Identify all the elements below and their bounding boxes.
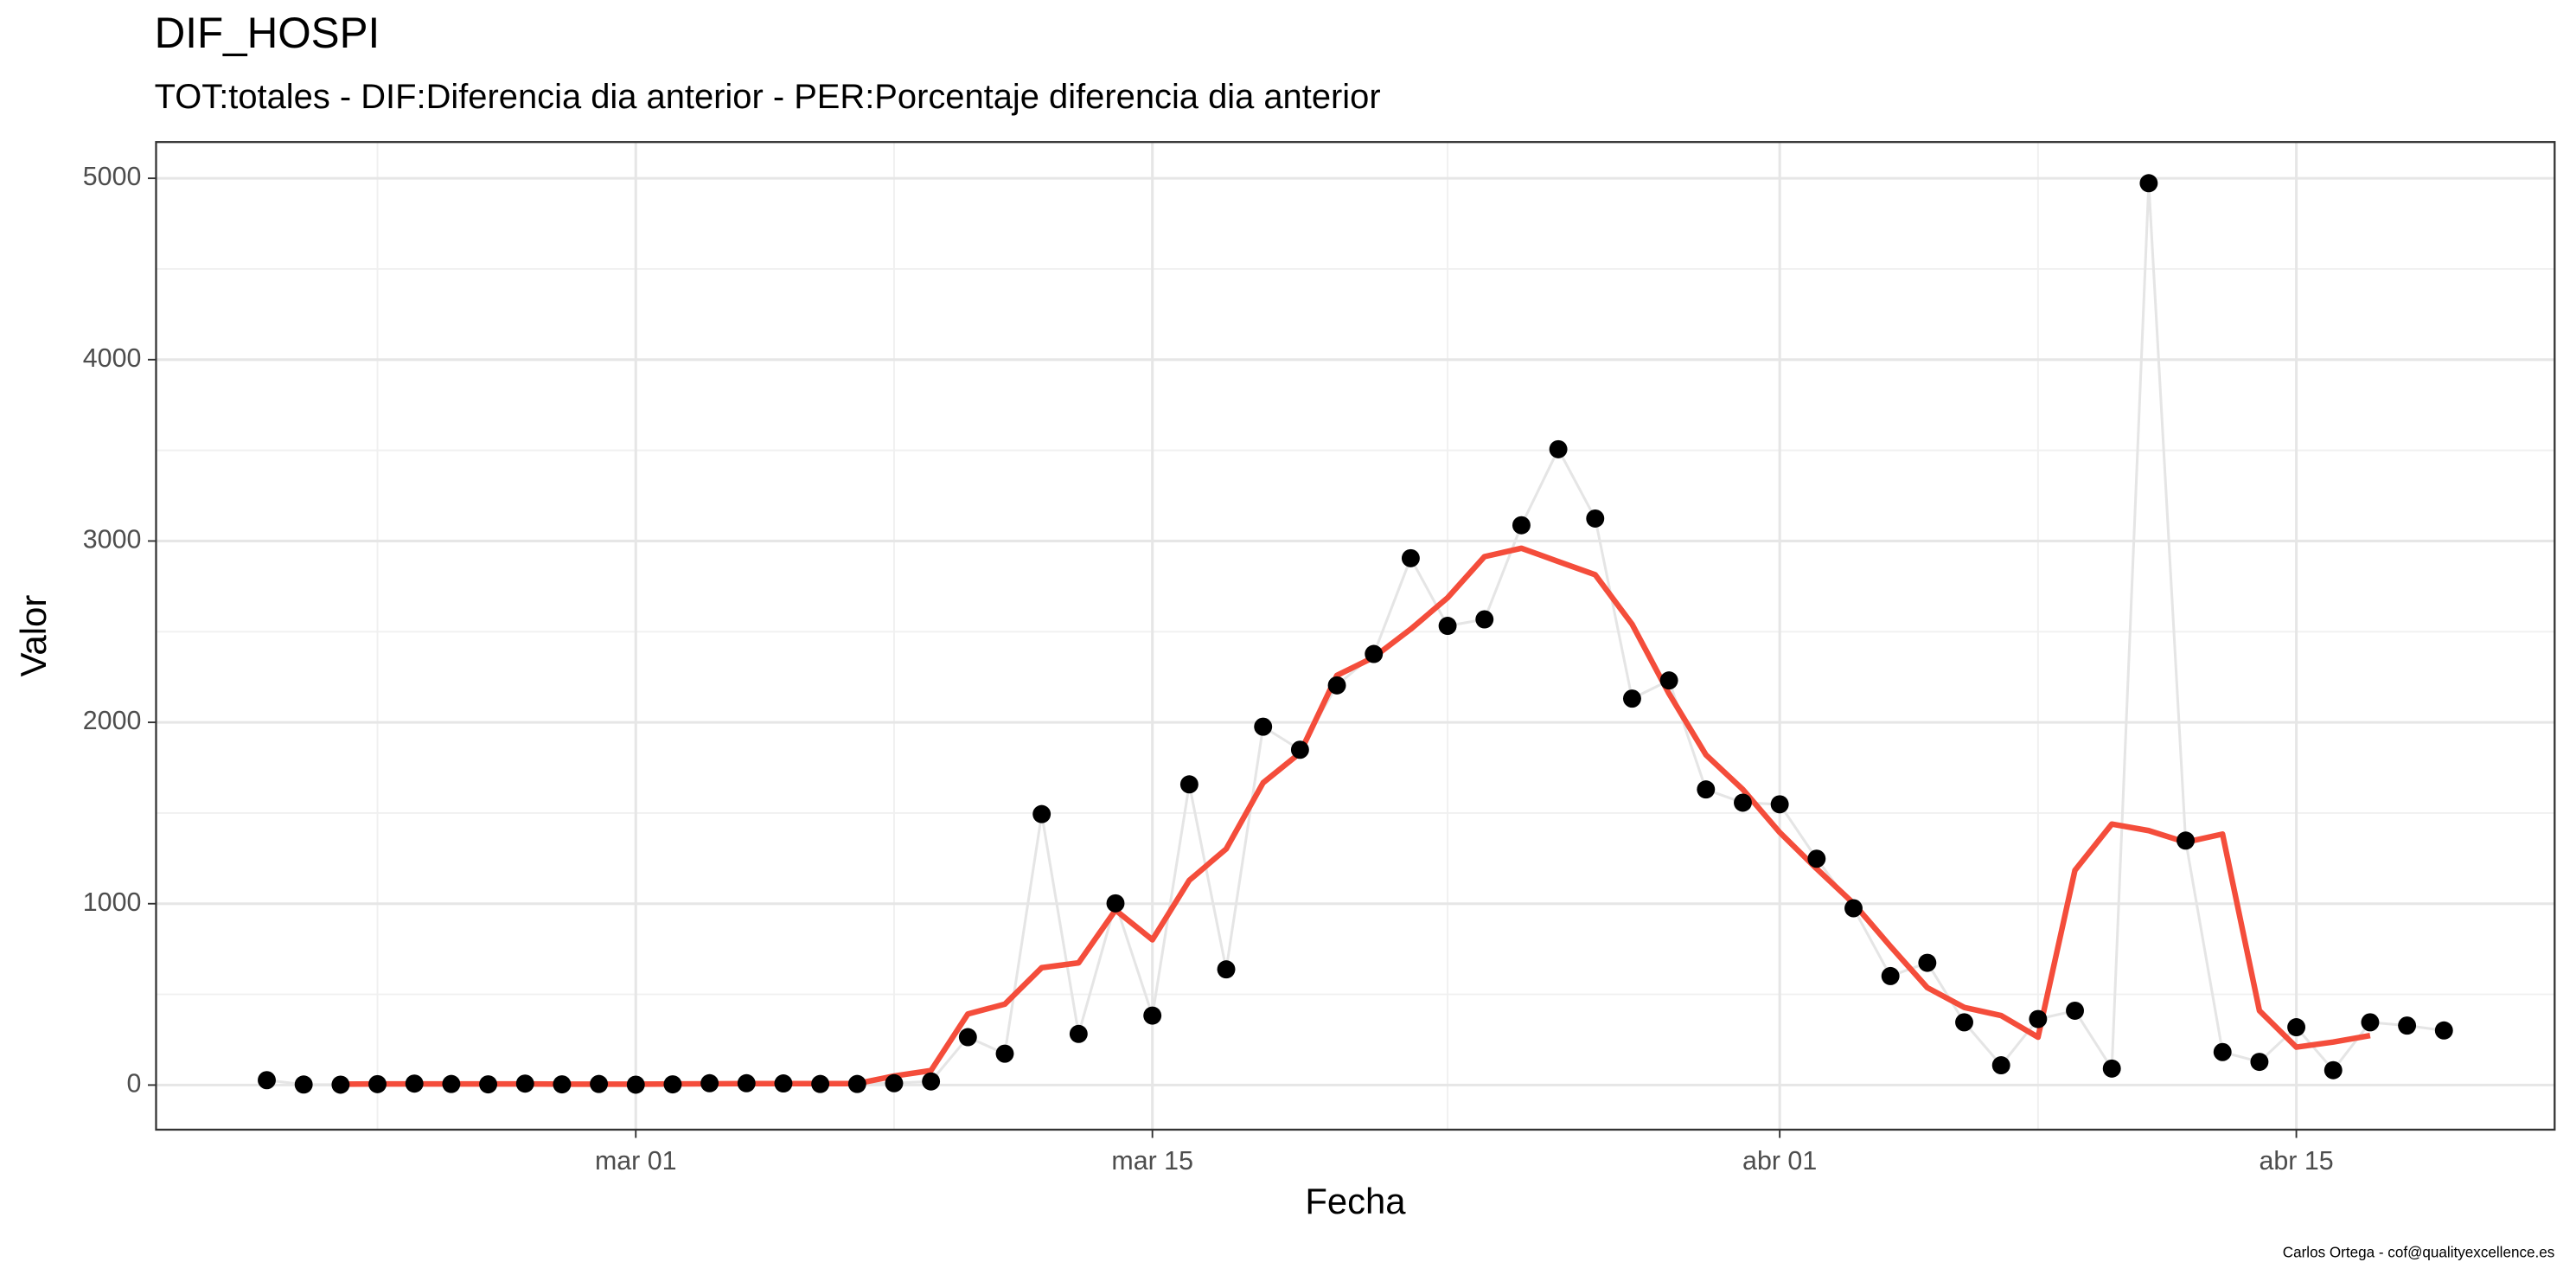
x-tick-label: abr 01: [1742, 1146, 1817, 1176]
y-tick-label: 1000: [83, 887, 142, 917]
y-axis-title: Valor: [13, 595, 54, 677]
caption: Carlos Ortega - cof@qualityexcellence.es: [2283, 1244, 2555, 1261]
point: [811, 1074, 830, 1093]
point: [2176, 831, 2196, 850]
point: [1586, 509, 1605, 528]
point: [626, 1075, 645, 1094]
point: [2434, 1021, 2453, 1040]
point: [737, 1073, 756, 1092]
point: [2361, 1013, 2380, 1032]
point: [515, 1074, 534, 1093]
chart-title: DIF_HOSPI: [155, 10, 380, 57]
point: [331, 1075, 350, 1094]
point: [1475, 610, 1494, 629]
point: [663, 1075, 682, 1094]
y-tick-label: 5000: [83, 162, 142, 191]
point: [442, 1074, 461, 1093]
point: [2139, 174, 2158, 193]
point: [294, 1075, 313, 1094]
x-axis-title: Fecha: [1305, 1181, 1406, 1221]
point: [258, 1071, 276, 1090]
point: [479, 1075, 498, 1094]
point: [2102, 1059, 2121, 1078]
point: [1365, 644, 1384, 663]
point: [1770, 795, 1789, 814]
point: [553, 1075, 572, 1094]
point: [1217, 960, 1236, 979]
x-tick-label: mar 01: [595, 1146, 677, 1176]
x-tick-label: abr 15: [2259, 1146, 2333, 1176]
point: [885, 1073, 904, 1092]
point: [1807, 849, 1826, 868]
point: [590, 1074, 609, 1093]
point: [1991, 1056, 2010, 1075]
point: [2287, 1018, 2306, 1037]
point: [1512, 516, 1531, 535]
point: [1254, 717, 1273, 736]
point: [958, 1028, 977, 1047]
point: [2213, 1042, 2232, 1061]
y-tick-label: 0: [126, 1068, 141, 1098]
point: [2398, 1016, 2417, 1035]
point: [2250, 1053, 2269, 1072]
point: [2029, 1009, 2048, 1028]
chart-subtitle: TOT:totales - DIF:Diferencia dia anterio…: [155, 78, 1381, 116]
point: [1143, 1006, 1162, 1025]
point: [774, 1074, 793, 1093]
point: [700, 1073, 719, 1092]
point: [1069, 1024, 1088, 1043]
point: [1438, 617, 1457, 636]
y-tick-label: 2000: [83, 706, 142, 735]
x-tick-label: mar 15: [1111, 1146, 1193, 1176]
point: [1401, 548, 1420, 567]
point: [2324, 1060, 2343, 1080]
point: [1327, 676, 1346, 695]
point: [1844, 899, 1863, 918]
point: [1734, 793, 1752, 812]
point: [2066, 1001, 2084, 1020]
point: [1918, 953, 1937, 972]
point: [1290, 740, 1309, 759]
point: [1549, 439, 1568, 458]
point: [368, 1074, 387, 1093]
point: [1659, 671, 1678, 690]
point: [1697, 780, 1716, 799]
point: [922, 1072, 941, 1091]
point: [1032, 804, 1051, 823]
point: [1623, 689, 1641, 708]
plot-border: [155, 141, 2556, 1131]
point: [405, 1074, 424, 1093]
point: [1179, 775, 1199, 794]
y-tick-label: 3000: [83, 524, 142, 554]
point: [1881, 966, 1900, 985]
y-tick-label: 4000: [83, 343, 142, 373]
point: [995, 1044, 1014, 1063]
point: [847, 1074, 866, 1093]
point: [1106, 894, 1125, 913]
point: [1955, 1013, 1973, 1032]
